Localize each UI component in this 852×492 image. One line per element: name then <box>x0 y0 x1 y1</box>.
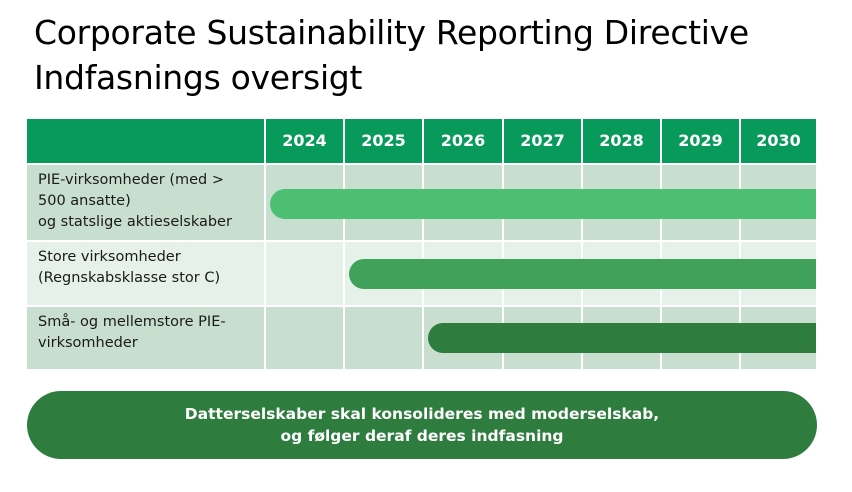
year-header-2030: 2030 <box>741 119 816 163</box>
row-label-line: og statslige aktieselskaber <box>38 214 232 230</box>
row-label-large-companies: Store virksomheder (Regnskabsklasse stor … <box>27 242 264 305</box>
title-line-1: Corporate Sustainability Reporting Direc… <box>34 13 749 52</box>
year-header-2025: 2025 <box>345 119 422 163</box>
consolidation-note-banner: Datterselskaber skal konsolideres med mo… <box>27 391 817 459</box>
year-cell <box>266 307 343 369</box>
page-title: Corporate Sustainability Reporting Direc… <box>34 10 749 100</box>
year-header-2027: 2027 <box>504 119 581 163</box>
footer-line-1: Datterselskaber skal konsolideres med mo… <box>184 405 660 423</box>
phase-in-bar-pie-large <box>270 189 816 219</box>
row-label-sme-pie: Små- og mellemstore PIE-virksomheder <box>27 307 264 369</box>
title-line-2: Indfasnings oversigt <box>34 58 363 97</box>
year-cell <box>345 307 422 369</box>
year-cell <box>266 242 343 305</box>
phase-in-bar-sme-pie <box>428 323 816 353</box>
row-label-line: 500 ansatte) <box>38 193 131 209</box>
year-header-2026: 2026 <box>424 119 502 163</box>
header-label-cell <box>27 119 264 163</box>
year-header-2029: 2029 <box>662 119 739 163</box>
row-label-line: Små- og mellemstore PIE- <box>38 314 226 330</box>
footer-line-2: og følger deraf deres indfasning <box>280 427 564 445</box>
row-label-line: Store virksomheder <box>38 249 181 265</box>
row-label-pie-large: PIE-virksomheder (med > 500 ansatte) og st… <box>27 165 264 240</box>
row-label-line: (Regnskabsklasse stor C) <box>38 270 221 286</box>
row-label-line: PIE-virksomheder (med > <box>38 172 225 188</box>
year-header-2024: 2024 <box>266 119 343 163</box>
year-header-2028: 2028 <box>583 119 660 163</box>
phase-in-bar-large-companies <box>349 259 816 289</box>
row-label-line: virksomheder <box>38 335 138 351</box>
